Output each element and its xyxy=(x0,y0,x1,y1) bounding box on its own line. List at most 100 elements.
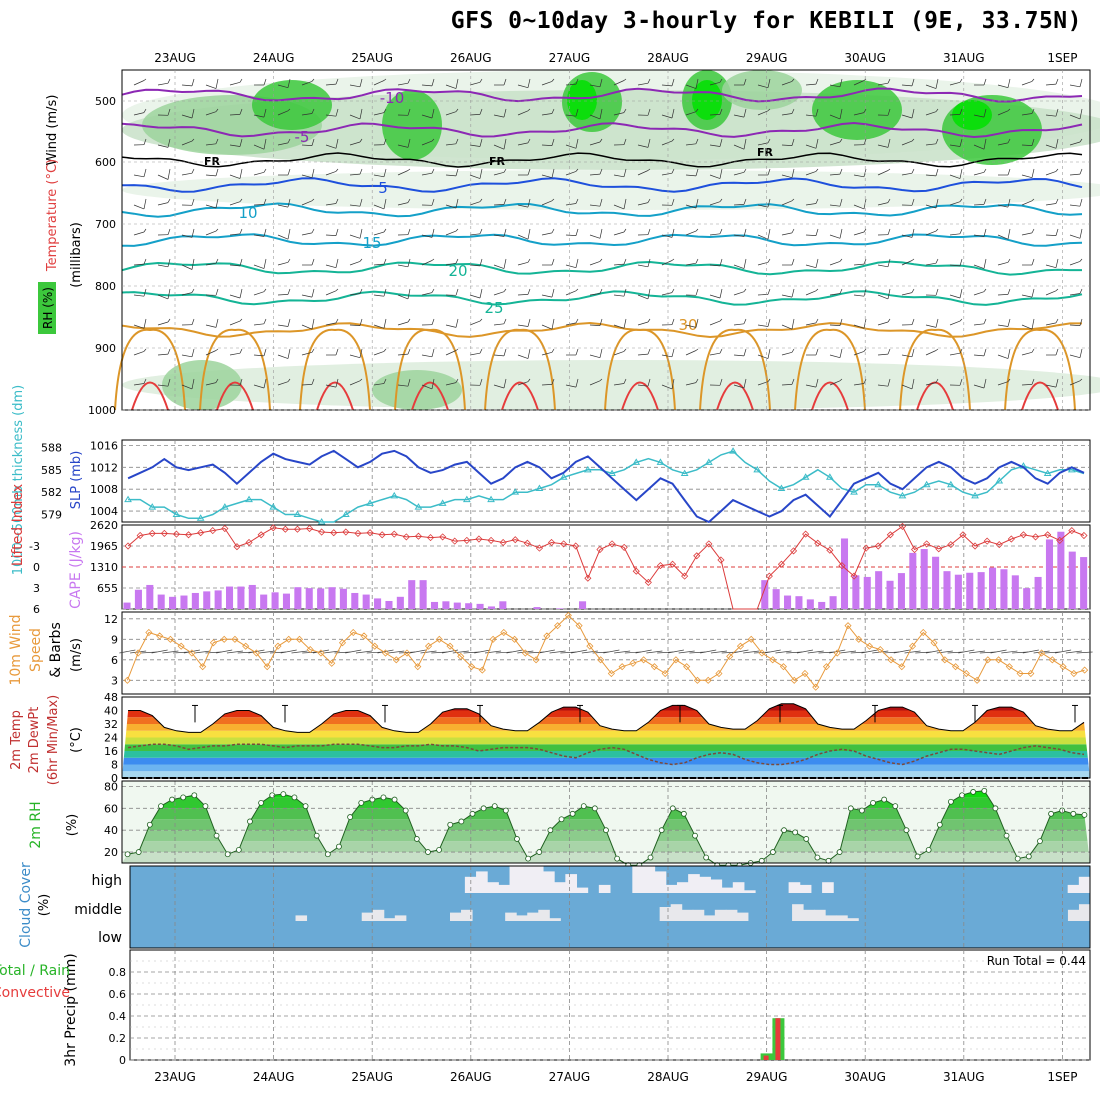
wind-barb xyxy=(229,233,241,236)
wind-barb-tick xyxy=(983,378,987,389)
wind-barb-tick xyxy=(695,78,699,89)
wind-barb xyxy=(469,320,481,326)
wind10-barb xyxy=(603,649,620,654)
cloud-cell xyxy=(659,907,672,921)
wind-barb xyxy=(613,112,625,116)
wind-barb-tick xyxy=(887,318,891,323)
wind-barb-tick xyxy=(575,78,579,85)
lifted-index-line xyxy=(127,525,1085,610)
rh-point xyxy=(591,805,598,812)
wind-barb xyxy=(373,351,385,356)
wind10-point xyxy=(145,628,153,637)
date-label-bottom: 26AUG xyxy=(450,1070,492,1084)
wind-barb-tick xyxy=(1055,258,1059,268)
wind-barb-tick xyxy=(335,168,339,172)
wind-barb-tick xyxy=(263,378,267,389)
wind-barb-tick xyxy=(407,378,411,387)
wind-barb xyxy=(421,234,433,238)
temp-band xyxy=(122,737,1090,745)
wind10-point xyxy=(930,639,938,647)
wind-barb xyxy=(541,144,553,146)
lifted-index-point xyxy=(172,530,181,538)
wind-tick: 12 xyxy=(104,613,118,626)
wind-barb xyxy=(709,144,721,147)
wind-barb-tick xyxy=(1031,138,1035,146)
wind-barb xyxy=(805,114,817,117)
thickness-point xyxy=(245,495,253,503)
wind-barb xyxy=(157,321,169,326)
lifted-index-point xyxy=(1044,531,1052,539)
wind-barb xyxy=(925,350,937,356)
wind-barb xyxy=(133,204,145,210)
wind-barb-tick xyxy=(839,228,843,239)
wind-barb-tick xyxy=(959,378,963,386)
rh-tick: 20 xyxy=(104,846,118,859)
wind10-barb xyxy=(183,649,200,654)
wind-barb xyxy=(229,294,241,299)
cloud-frame xyxy=(129,865,1091,949)
date-label-top: 29AUG xyxy=(746,51,788,65)
cloud-cell xyxy=(814,909,826,921)
rh-point xyxy=(224,851,231,858)
wind-barb-tick xyxy=(623,138,627,145)
wind10-point xyxy=(220,635,228,643)
wind-barb-tick xyxy=(767,198,771,208)
lifted-index-point xyxy=(910,545,919,554)
temp2m-ylabel-a: 2m Temp xyxy=(9,710,24,770)
wind-barb xyxy=(493,234,505,237)
cape-bar xyxy=(237,586,245,609)
wind-barb xyxy=(805,290,817,296)
thickness-point xyxy=(753,465,762,473)
wind-barb xyxy=(805,83,817,86)
wind-barb xyxy=(589,173,601,176)
wind10-barb xyxy=(312,649,330,654)
wind-barb-tick xyxy=(167,378,171,387)
cape-bar xyxy=(180,595,188,609)
wind-barb xyxy=(685,143,697,146)
wind-barb xyxy=(973,264,985,269)
wind-barb xyxy=(1021,81,1033,86)
thickness-point xyxy=(850,488,858,495)
wind10-point xyxy=(575,622,583,630)
wind-barb-tick xyxy=(1031,258,1035,266)
wind-barb-tick xyxy=(1079,378,1083,382)
wind-barb xyxy=(421,354,433,358)
wind-barb-tick xyxy=(455,318,459,328)
thickness-point xyxy=(898,491,907,499)
wind-barb xyxy=(229,201,241,206)
wind-barb-tick xyxy=(503,198,507,205)
wind-barb xyxy=(901,140,913,146)
wind-barb xyxy=(517,142,529,146)
wind-barb xyxy=(517,354,529,359)
cape-bar xyxy=(818,601,826,609)
rh-point xyxy=(324,851,331,858)
wind-barb xyxy=(277,354,289,359)
wind10-point xyxy=(554,622,562,630)
wind10-point xyxy=(134,649,142,657)
rh-shading xyxy=(122,70,1100,410)
wind-barb-tick xyxy=(647,138,651,148)
wind-barb-tick xyxy=(935,138,939,144)
wind-barb-tick xyxy=(263,348,267,356)
wind-barb xyxy=(661,84,673,87)
wind10-point xyxy=(1048,656,1056,664)
wind-barb xyxy=(205,262,217,266)
wind-barb xyxy=(685,324,697,328)
lifted-index-point xyxy=(1031,533,1040,541)
cloud-cell xyxy=(788,882,801,893)
temp2m-unit: (°C) xyxy=(69,727,84,753)
upper-wind-barbs xyxy=(133,78,1083,390)
wind10-barb xyxy=(581,650,598,654)
rh-blob xyxy=(692,80,722,120)
thickness-point xyxy=(341,510,350,518)
wind-barb xyxy=(301,81,313,86)
temp2m-ylabel-b: 2m DewPt xyxy=(27,707,42,774)
wind-barb-tick xyxy=(623,258,627,265)
lifted-index-point xyxy=(826,546,834,554)
wind-barb-tick xyxy=(479,168,483,179)
dewpoint-line xyxy=(127,743,1085,766)
rh-point xyxy=(1014,855,1021,862)
cloud-cell xyxy=(450,912,462,921)
precip-legend-convective: Convective xyxy=(0,985,70,1001)
thickness-point xyxy=(535,484,544,491)
